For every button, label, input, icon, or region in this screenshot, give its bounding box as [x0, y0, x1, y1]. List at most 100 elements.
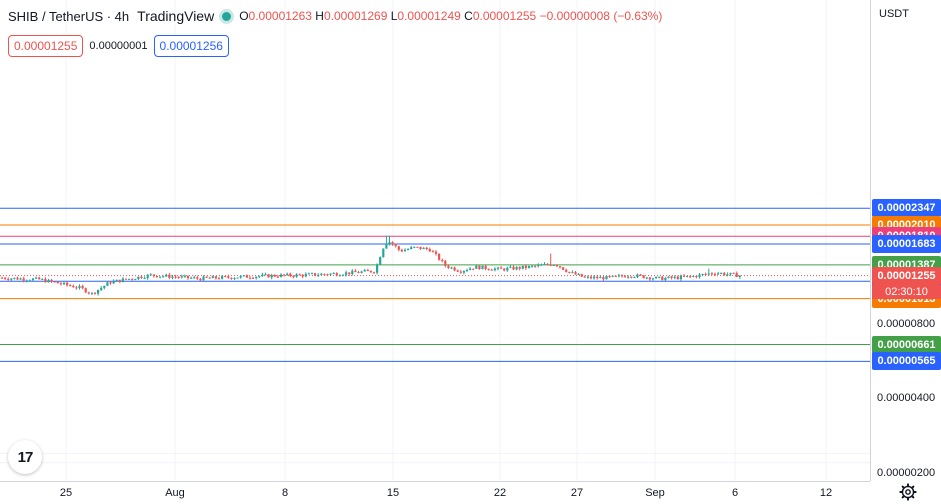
low-label: L [390, 9, 398, 23]
candle-body [152, 274, 155, 276]
time-tick-label: 25 [59, 487, 73, 499]
candle-body [211, 276, 214, 279]
candle-body [227, 276, 230, 278]
time-tick-label: 15 [386, 487, 400, 499]
candle-body [78, 285, 81, 288]
candle-body [407, 249, 410, 251]
candle-body [438, 253, 441, 260]
candle-body [444, 260, 447, 266]
candle-body [524, 265, 527, 268]
candle-body [682, 275, 686, 277]
candle-body [81, 285, 84, 289]
candle-body [335, 273, 338, 276]
candle-body [50, 279, 53, 282]
candle-body [624, 276, 627, 278]
candle-body [208, 277, 211, 279]
candle-body [44, 278, 47, 283]
candle-body [527, 266, 531, 268]
price-scale[interactable]: USDT 0.000024000.000022000.000016000.000… [870, 0, 941, 481]
candle-body [341, 274, 345, 276]
candle-body [698, 274, 701, 278]
candle-body [490, 269, 493, 271]
candle-body [642, 275, 645, 279]
currency-label[interactable]: USDT [879, 8, 909, 20]
candle-body [614, 275, 617, 277]
price-tick-label: 0.00000200 [877, 467, 936, 479]
candle-body [586, 276, 589, 278]
candle-body [413, 246, 416, 248]
candle-body [627, 276, 630, 278]
candle-body [7, 278, 10, 280]
candle-body [633, 277, 636, 279]
candle-body [75, 287, 78, 289]
candle-body [345, 272, 348, 275]
candle-body [707, 273, 710, 275]
candle-body [28, 280, 31, 282]
candle-body [558, 266, 562, 268]
bar-countdown: 02:30:10 [872, 284, 941, 299]
candle-body [186, 275, 190, 279]
candle-body [93, 292, 97, 294]
candle-body [369, 270, 372, 273]
candle-body [25, 280, 28, 282]
chart-pane[interactable]: SHIB / TetherUS · 4h TradingView O0.0000… [0, 0, 870, 481]
candle-body [593, 276, 596, 279]
candle-body [245, 275, 248, 278]
candle-body [531, 265, 534, 267]
candle-body [543, 263, 546, 265]
candle-body [351, 270, 354, 275]
candle-body [679, 275, 682, 280]
candle-body [459, 271, 462, 273]
candle-body [583, 276, 586, 278]
candle-body [255, 276, 258, 279]
candle-body [605, 275, 608, 280]
candle-body [655, 276, 658, 279]
time-scale[interactable]: 25 Aug 8 15 22 27 Sep 6 12 [0, 481, 870, 504]
level-price-badge[interactable]: 0.00001683 [872, 235, 941, 254]
candle-body [307, 273, 310, 275]
candle-body [19, 278, 22, 280]
candlestick-chart[interactable] [0, 0, 870, 481]
buy-price-button[interactable]: 0.00001256 [153, 35, 229, 57]
candle-body [695, 276, 698, 278]
candle-body [462, 270, 465, 273]
gear-icon[interactable] [899, 483, 917, 501]
tradingview-logo-icon[interactable]: 17 [8, 440, 42, 474]
candle-body [261, 274, 264, 277]
level-price-badge[interactable]: 0.00000661 [872, 335, 941, 354]
close-value: 0.00001255 [472, 9, 537, 23]
candle-body [162, 276, 165, 278]
symbol-legend: SHIB / TetherUS · 4h TradingView O0.0000… [8, 8, 662, 24]
candle-body [506, 267, 509, 271]
candle-body [701, 274, 704, 276]
candle-body [292, 275, 295, 277]
candle-body [403, 249, 407, 252]
candle-body [143, 277, 146, 279]
candle-body [165, 274, 168, 277]
symbol-title[interactable]: SHIB / TetherUS · 4h [8, 8, 130, 24]
level-price-badge[interactable]: 0.00000565 [872, 352, 941, 371]
candle-body [580, 274, 583, 277]
candle-body [131, 278, 134, 280]
candle-body [196, 277, 199, 279]
candle-body [577, 274, 580, 276]
candle-body [267, 274, 270, 278]
candle-body [425, 247, 428, 250]
candle-body [453, 267, 456, 271]
candle-body [546, 263, 549, 265]
level-price-badge[interactable]: 0.00002347 [872, 199, 941, 218]
candle-body [4, 277, 7, 279]
candle-body [270, 274, 273, 278]
candle-body [217, 278, 221, 280]
candle-body [72, 285, 75, 288]
candle-body [10, 278, 13, 280]
close-label: C [464, 9, 473, 23]
last-price-badge: 0.00001255 [872, 266, 941, 285]
candle-body [338, 275, 341, 277]
candle-body [348, 272, 351, 275]
candle-body [645, 277, 648, 279]
candle-body [190, 277, 193, 279]
sell-price-button[interactable]: 0.00001255 [8, 35, 84, 57]
candle-body [397, 246, 400, 250]
candle-body [124, 278, 128, 280]
